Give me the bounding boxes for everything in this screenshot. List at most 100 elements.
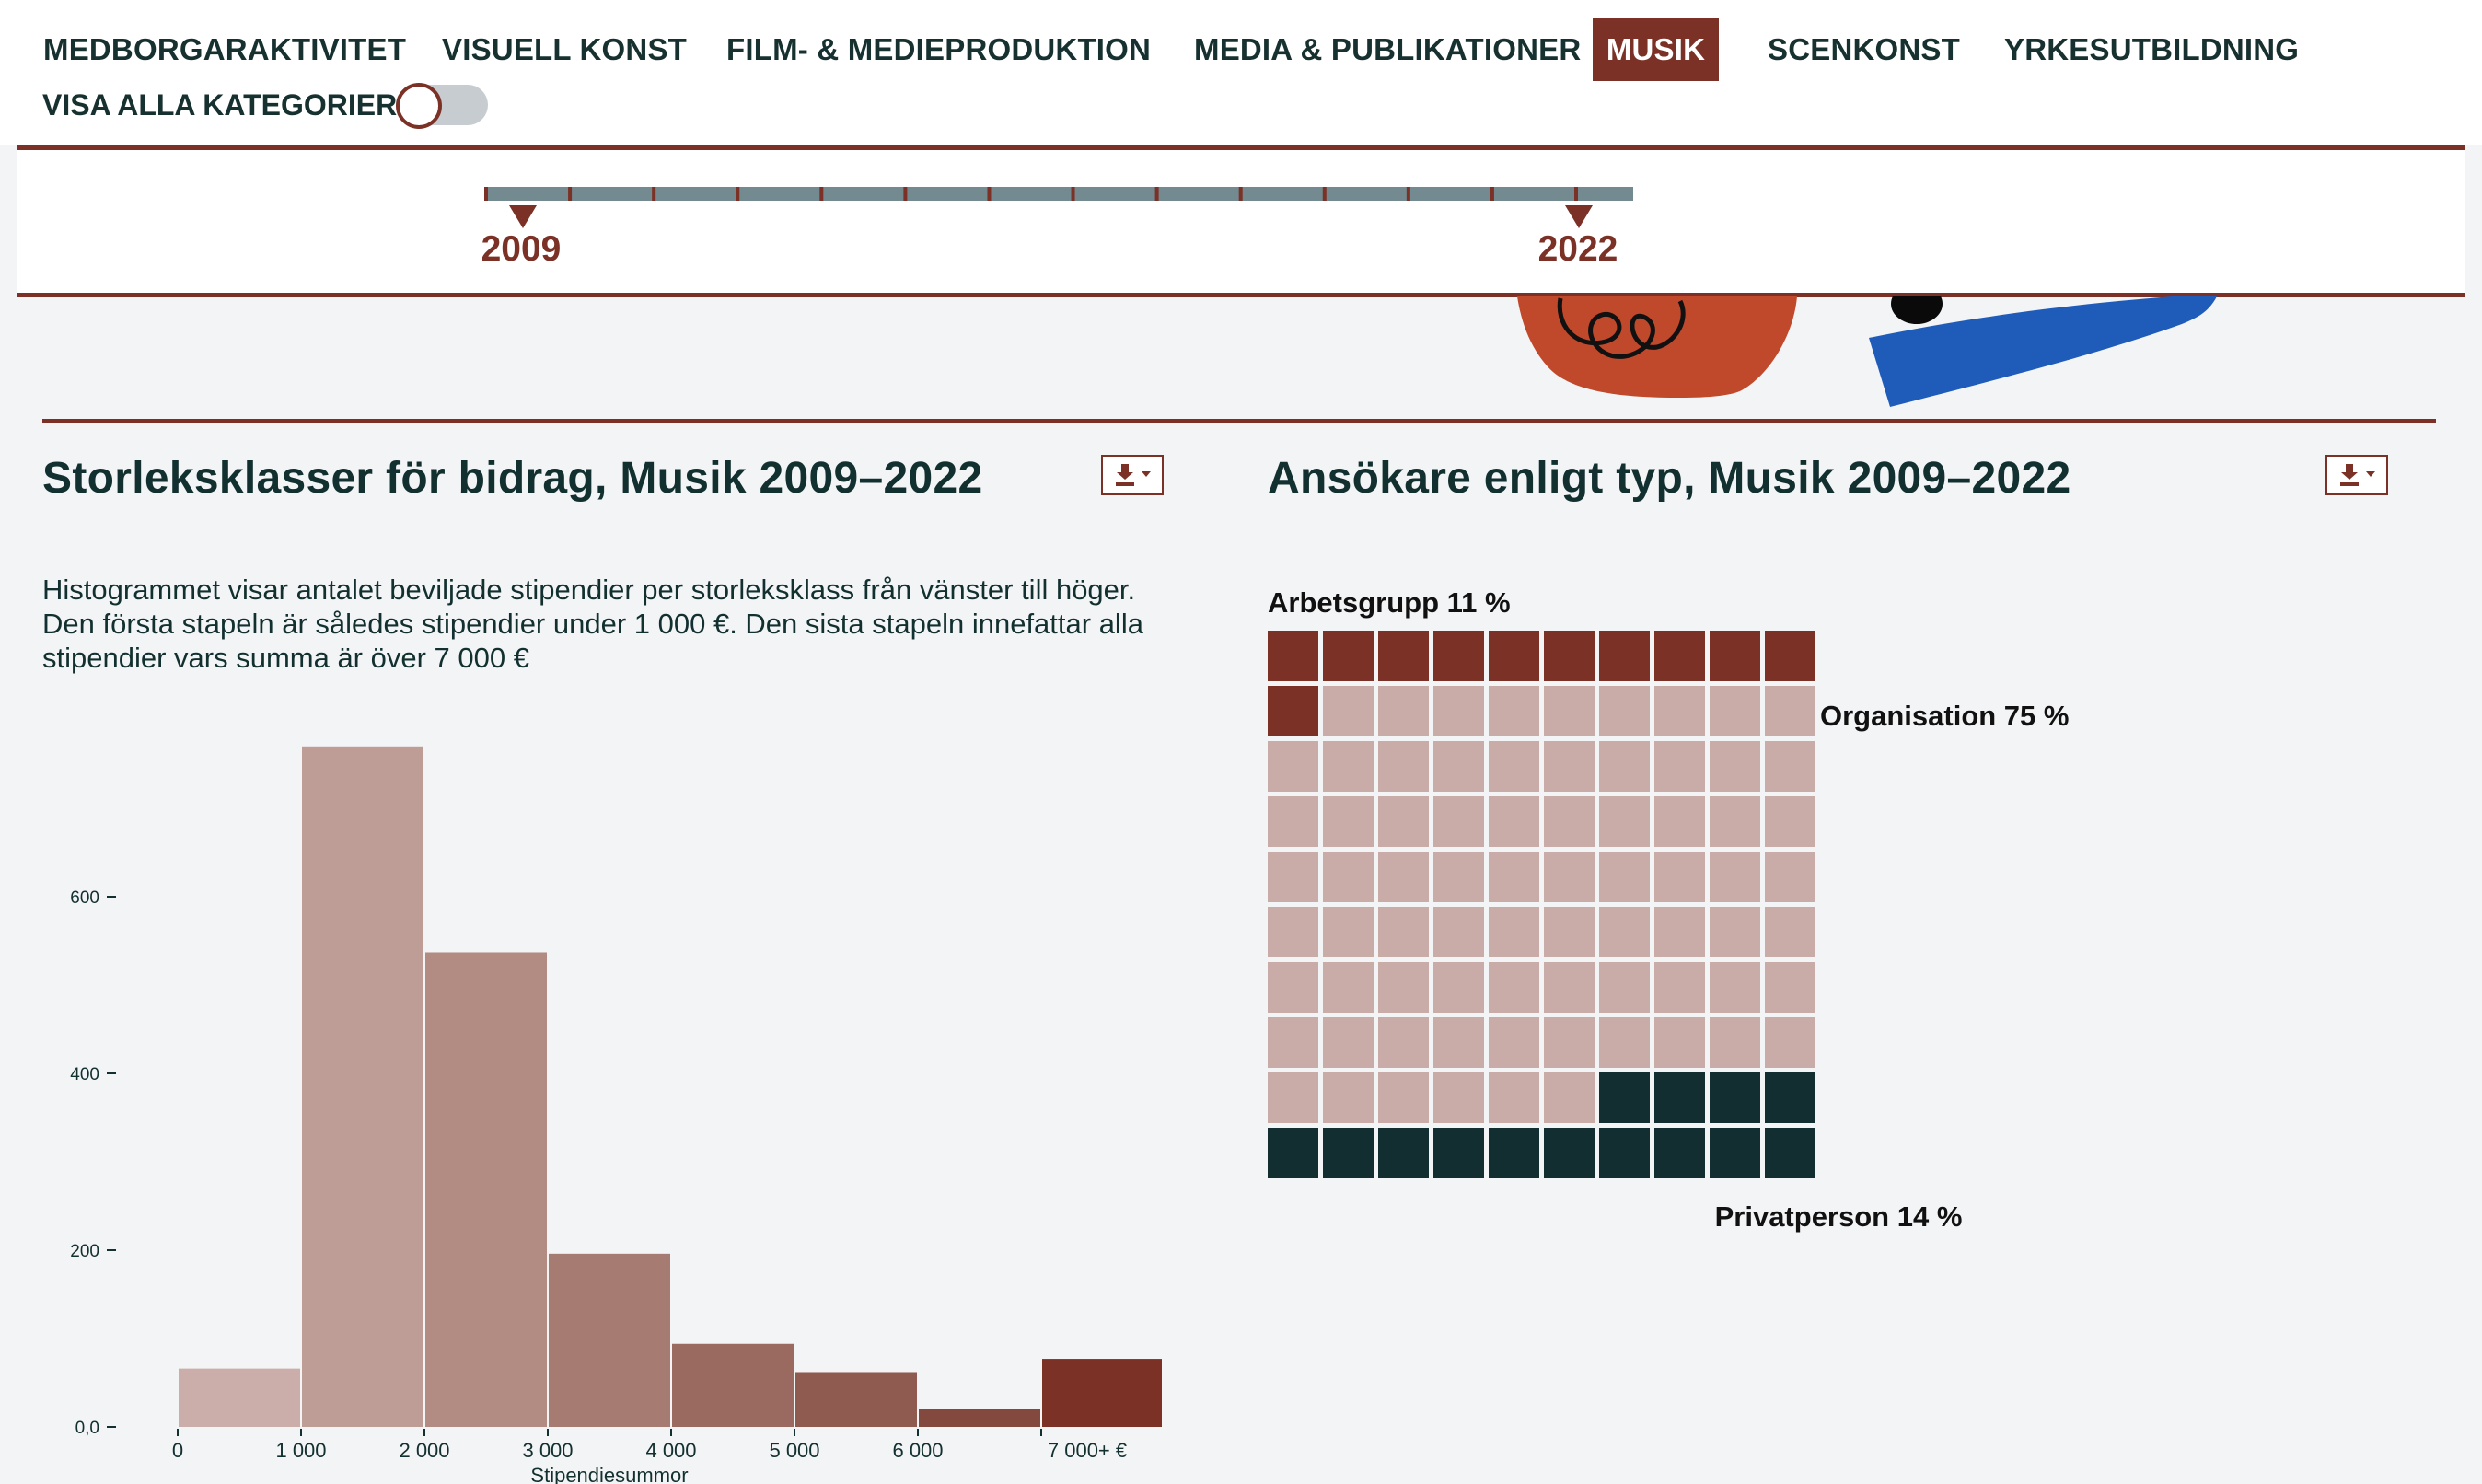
waffle-cell-privatperson[interactable] bbox=[1654, 1072, 1705, 1123]
waffle-cell-organisation[interactable] bbox=[1378, 907, 1429, 957]
waffle-cell-organisation[interactable] bbox=[1433, 907, 1484, 957]
end-handle-icon[interactable] bbox=[1565, 205, 1593, 228]
waffle-cell-organisation[interactable] bbox=[1765, 907, 1815, 957]
waffle-cell-organisation[interactable] bbox=[1599, 796, 1650, 847]
waffle-cell-privatperson[interactable] bbox=[1378, 1128, 1429, 1178]
waffle-cell-organisation[interactable] bbox=[1599, 852, 1650, 902]
nav-item-film-medieproduktion[interactable]: FILM- & MEDIEPRODUKTION bbox=[726, 32, 1152, 66]
waffle-cell-organisation[interactable] bbox=[1489, 962, 1539, 1013]
waffle-cell-organisation[interactable] bbox=[1544, 1017, 1595, 1068]
waffle-cell-organisation[interactable] bbox=[1599, 741, 1650, 792]
waffle-cell-arbetsgrupp[interactable] bbox=[1710, 631, 1760, 681]
waffle-cell-privatperson[interactable] bbox=[1323, 1128, 1374, 1178]
waffle-cell-organisation[interactable] bbox=[1489, 741, 1539, 792]
show-all-toggle[interactable] bbox=[396, 83, 488, 129]
waffle-cell-privatperson[interactable] bbox=[1489, 1128, 1539, 1178]
waffle-cell-organisation[interactable] bbox=[1378, 686, 1429, 736]
waffle-cell-arbetsgrupp[interactable] bbox=[1323, 631, 1374, 681]
waffle-cell-organisation[interactable] bbox=[1378, 796, 1429, 847]
waffle-cell-organisation[interactable] bbox=[1323, 907, 1374, 957]
waffle-cell-organisation[interactable] bbox=[1765, 962, 1815, 1013]
nav-item-yrkesutbildning[interactable]: YRKESUTBILDNING bbox=[2004, 32, 2300, 66]
timeline-slider[interactable]: 2009 2022 bbox=[17, 150, 2465, 293]
waffle-cell-organisation[interactable] bbox=[1599, 962, 1650, 1013]
waffle-cell-arbetsgrupp[interactable] bbox=[1599, 631, 1650, 681]
waffle-cell-arbetsgrupp[interactable] bbox=[1489, 631, 1539, 681]
waffle-cell-organisation[interactable] bbox=[1599, 907, 1650, 957]
waffle-cell-organisation[interactable] bbox=[1710, 907, 1760, 957]
waffle-cell-privatperson[interactable] bbox=[1433, 1128, 1484, 1178]
waffle-cell-arbetsgrupp[interactable] bbox=[1268, 631, 1318, 681]
waffle-cell-privatperson[interactable] bbox=[1544, 1128, 1595, 1178]
waffle-cell-organisation[interactable] bbox=[1489, 907, 1539, 957]
waffle-cell-organisation[interactable] bbox=[1268, 907, 1318, 957]
waffle-cell-organisation[interactable] bbox=[1378, 852, 1429, 902]
waffle-cell-organisation[interactable] bbox=[1654, 741, 1705, 792]
waffle-cell-privatperson[interactable] bbox=[1710, 1072, 1760, 1123]
timeline-track[interactable] bbox=[484, 187, 1633, 201]
waffle-cell-organisation[interactable] bbox=[1268, 962, 1318, 1013]
waffle-cell-arbetsgrupp[interactable] bbox=[1654, 631, 1705, 681]
waffle-cell-organisation[interactable] bbox=[1323, 852, 1374, 902]
waffle-cell-privatperson[interactable] bbox=[1599, 1128, 1650, 1178]
nav-item-media-publikationer[interactable]: MEDIA & PUBLIKATIONER bbox=[1194, 32, 1582, 66]
waffle-cell-organisation[interactable] bbox=[1323, 1017, 1374, 1068]
waffle-cell-arbetsgrupp[interactable] bbox=[1765, 631, 1815, 681]
waffle-cell-organisation[interactable] bbox=[1765, 852, 1815, 902]
waffle-cell-organisation[interactable] bbox=[1323, 796, 1374, 847]
waffle-cell-organisation[interactable] bbox=[1544, 907, 1595, 957]
nav-item-scenkonst[interactable]: SCENKONST bbox=[1768, 32, 1960, 66]
waffle-cell-arbetsgrupp[interactable] bbox=[1544, 631, 1595, 681]
waffle-cell-organisation[interactable] bbox=[1654, 852, 1705, 902]
waffle-cell-privatperson[interactable] bbox=[1599, 1072, 1650, 1123]
waffle-cell-arbetsgrupp[interactable] bbox=[1433, 631, 1484, 681]
waffle-cell-organisation[interactable] bbox=[1489, 852, 1539, 902]
histogram-bar[interactable] bbox=[919, 1409, 1040, 1427]
waffle-cell-organisation[interactable] bbox=[1268, 1017, 1318, 1068]
histogram-bar[interactable] bbox=[672, 1343, 794, 1427]
nav-item-musik[interactable]: MUSIK bbox=[1593, 18, 1719, 81]
waffle-cell-organisation[interactable] bbox=[1765, 796, 1815, 847]
waffle-cell-organisation[interactable] bbox=[1765, 741, 1815, 792]
histogram-download-button[interactable] bbox=[1101, 455, 1164, 495]
histogram-bar[interactable] bbox=[425, 952, 547, 1427]
waffle-download-button[interactable] bbox=[2325, 455, 2388, 495]
toggle-knob[interactable] bbox=[396, 83, 442, 129]
histogram-bar[interactable] bbox=[1042, 1359, 1162, 1427]
waffle-cell-organisation[interactable] bbox=[1268, 852, 1318, 902]
waffle-cell-organisation[interactable] bbox=[1378, 741, 1429, 792]
waffle-cell-organisation[interactable] bbox=[1765, 1017, 1815, 1068]
waffle-cell-organisation[interactable] bbox=[1268, 796, 1318, 847]
waffle-cell-organisation[interactable] bbox=[1544, 852, 1595, 902]
histogram-bar[interactable] bbox=[795, 1372, 917, 1427]
waffle-cell-organisation[interactable] bbox=[1710, 796, 1760, 847]
waffle-cell-arbetsgrupp[interactable] bbox=[1378, 631, 1429, 681]
waffle-cell-organisation[interactable] bbox=[1599, 1017, 1650, 1068]
waffle-cell-organisation[interactable] bbox=[1710, 741, 1760, 792]
waffle-cell-organisation[interactable] bbox=[1710, 1017, 1760, 1068]
histogram-bar[interactable] bbox=[179, 1368, 300, 1427]
waffle-cell-organisation[interactable] bbox=[1323, 741, 1374, 792]
waffle-cell-organisation[interactable] bbox=[1433, 741, 1484, 792]
waffle-cell-organisation[interactable] bbox=[1378, 962, 1429, 1013]
waffle-cell-organisation[interactable] bbox=[1710, 962, 1760, 1013]
nav-item-visuell-konst[interactable]: VISUELL KONST bbox=[442, 32, 688, 66]
waffle-cell-organisation[interactable] bbox=[1433, 796, 1484, 847]
waffle-cell-privatperson[interactable] bbox=[1268, 1128, 1318, 1178]
waffle-cell-privatperson[interactable] bbox=[1654, 1128, 1705, 1178]
waffle-cell-organisation[interactable] bbox=[1654, 962, 1705, 1013]
waffle-cell-organisation[interactable] bbox=[1323, 1072, 1374, 1123]
waffle-cell-privatperson[interactable] bbox=[1765, 1128, 1815, 1178]
waffle-cell-organisation[interactable] bbox=[1544, 686, 1595, 736]
waffle-cell-organisation[interactable] bbox=[1654, 686, 1705, 736]
waffle-cell-organisation[interactable] bbox=[1378, 1072, 1429, 1123]
nav-item-medborgaraktivitet[interactable]: MEDBORGARAKTIVITET bbox=[43, 32, 407, 66]
waffle-cell-organisation[interactable] bbox=[1544, 962, 1595, 1013]
waffle-cell-organisation[interactable] bbox=[1433, 1072, 1484, 1123]
waffle-cell-organisation[interactable] bbox=[1489, 1072, 1539, 1123]
waffle-cell-organisation[interactable] bbox=[1544, 1072, 1595, 1123]
waffle-cell-organisation[interactable] bbox=[1378, 1017, 1429, 1068]
histogram-bar[interactable] bbox=[549, 1253, 670, 1427]
waffle-cell-organisation[interactable] bbox=[1654, 796, 1705, 847]
waffle-cell-organisation[interactable] bbox=[1599, 686, 1650, 736]
